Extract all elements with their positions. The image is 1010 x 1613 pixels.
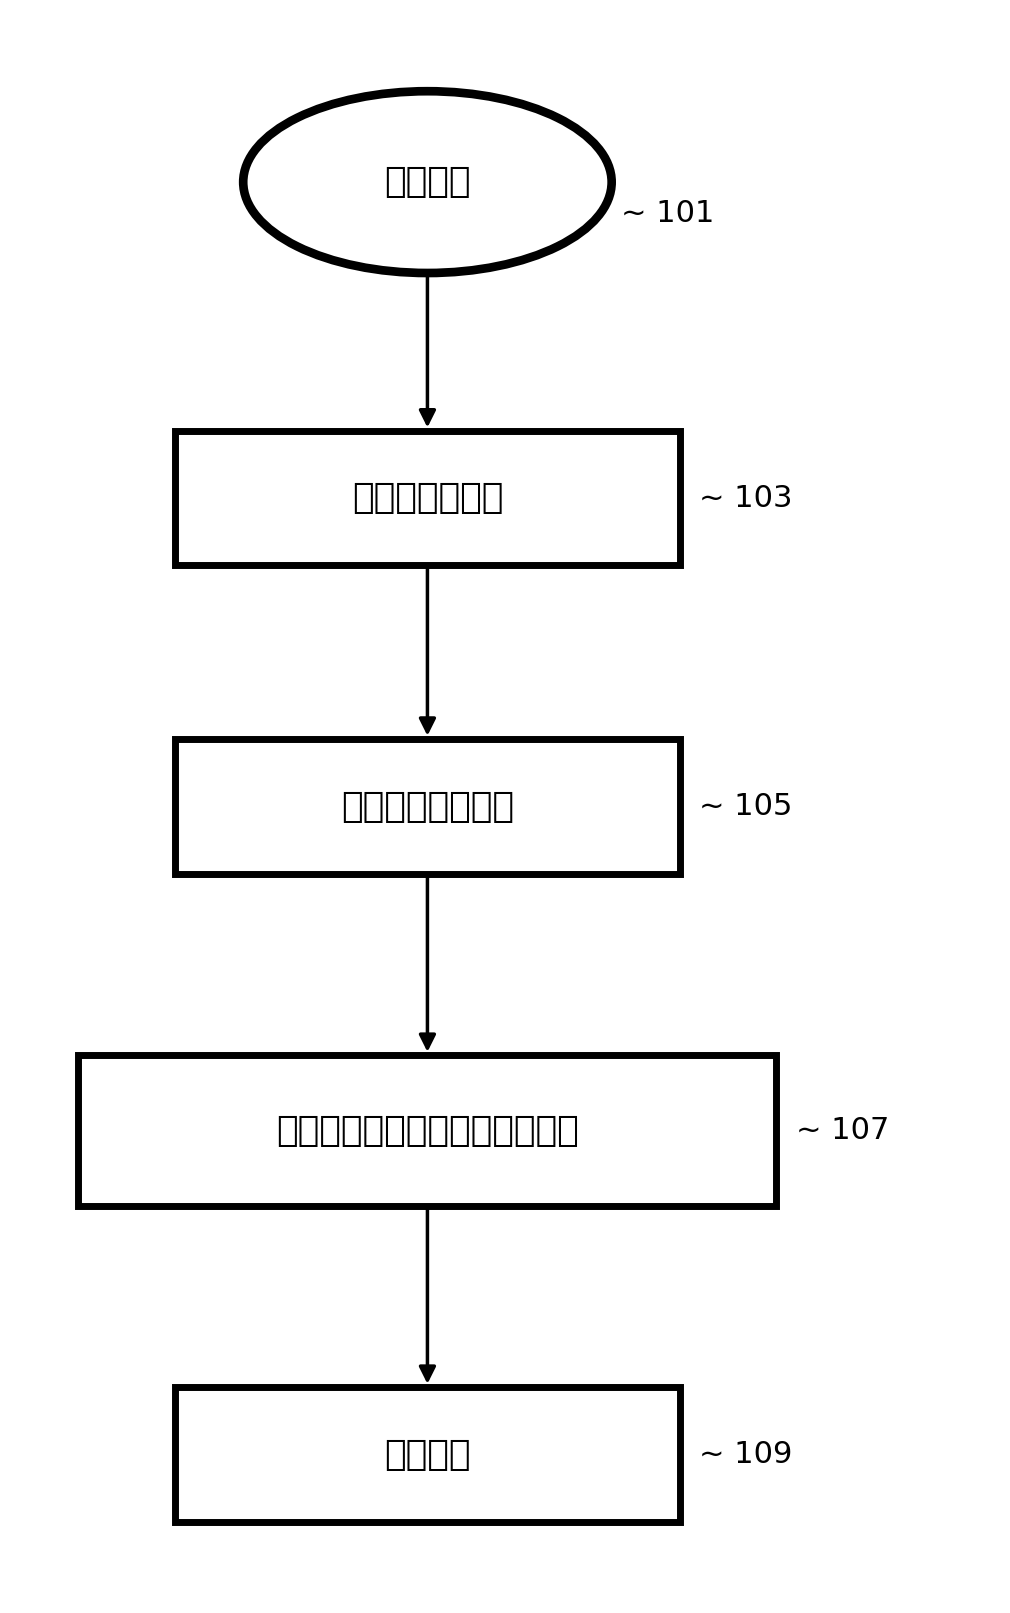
Text: ~ 109: ~ 109 bbox=[699, 1440, 792, 1469]
FancyBboxPatch shape bbox=[176, 739, 680, 874]
Text: 确定跌倒开始时间: 确定跌倒开始时间 bbox=[341, 789, 514, 824]
Ellipse shape bbox=[243, 92, 612, 273]
Text: ~ 101: ~ 101 bbox=[621, 200, 715, 227]
Text: 冲击发生: 冲击发生 bbox=[384, 165, 471, 198]
FancyBboxPatch shape bbox=[176, 431, 680, 566]
Text: ~ 105: ~ 105 bbox=[699, 792, 792, 821]
Text: ~ 103: ~ 103 bbox=[699, 484, 793, 513]
FancyBboxPatch shape bbox=[79, 1055, 777, 1205]
Text: 确定冲击的时间: 确定冲击的时间 bbox=[351, 481, 503, 515]
Text: 确定跌倒开始时间的重力加速度: 确定跌倒开始时间的重力加速度 bbox=[276, 1113, 579, 1147]
Text: ~ 107: ~ 107 bbox=[796, 1116, 889, 1145]
FancyBboxPatch shape bbox=[176, 1387, 680, 1521]
Text: 计算位移: 计算位移 bbox=[384, 1437, 471, 1471]
